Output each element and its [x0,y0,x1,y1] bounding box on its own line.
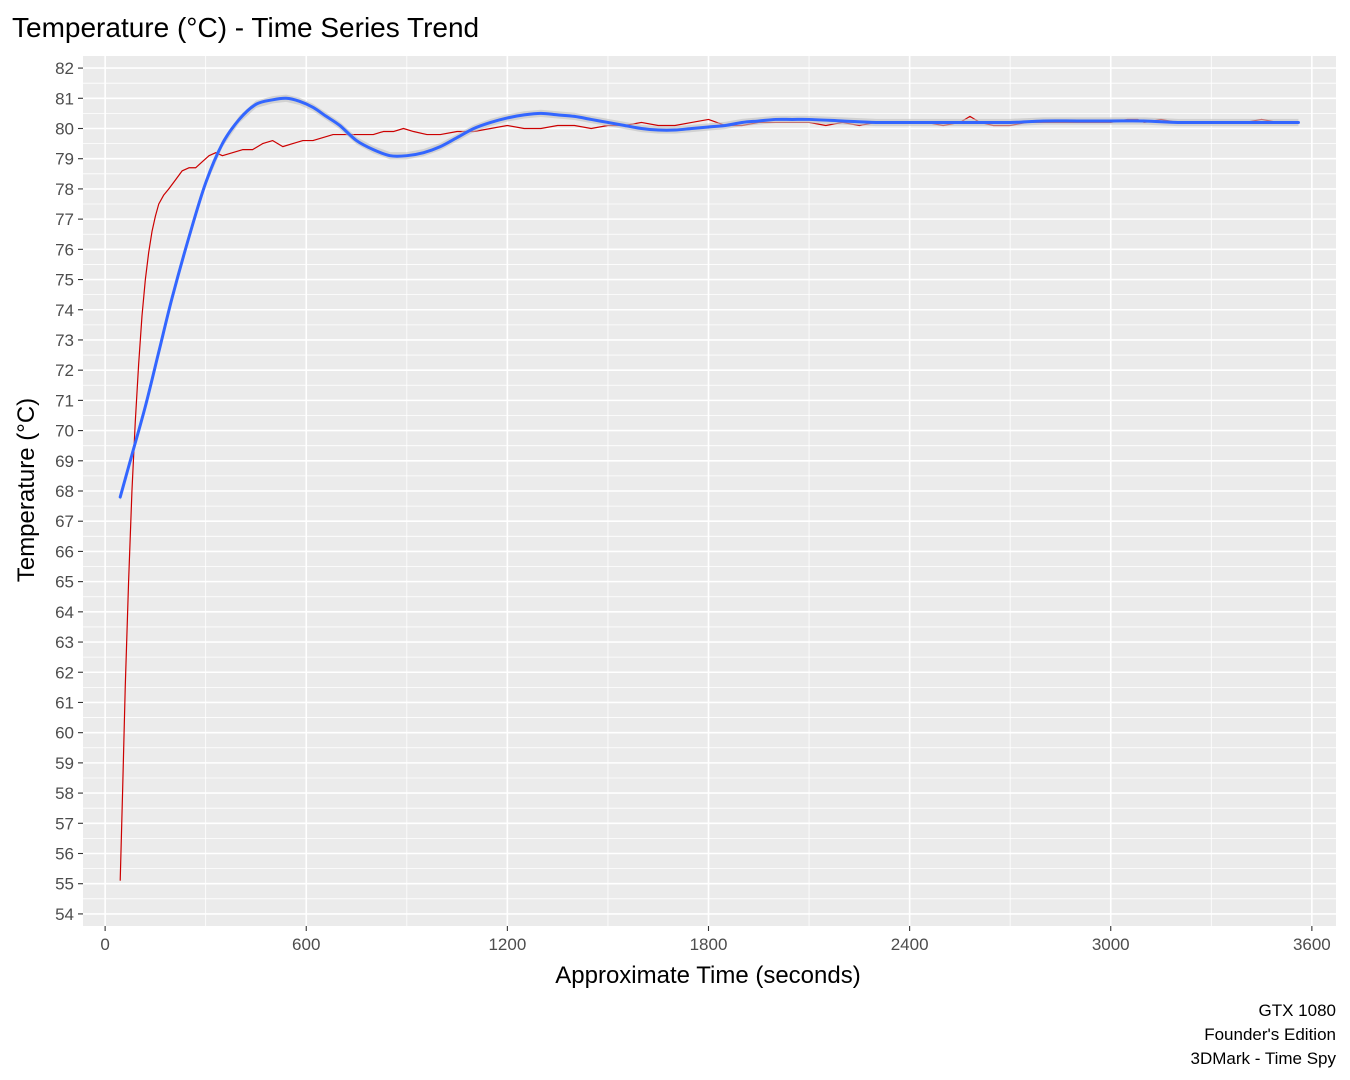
caption-line: GTX 1080 [1259,1001,1337,1020]
y-axis-title: Temperature (°C) [13,398,40,582]
y-axis-ticks: 54 55 56 57 58 59 60 61 62 63 64 65 66 67 68 69 70 71 72 73… [55,59,83,924]
major-gridlines [83,56,1336,926]
y-tick-label: 73 [55,331,74,350]
y-tick-label: 59 [55,754,74,773]
x-tick-label: 2400 [891,935,929,954]
y-tick-label: 62 [55,663,74,682]
y-tick-label: 79 [55,150,74,169]
y-tick-label: 82 [55,59,74,78]
y-tick-label: 68 [55,482,74,501]
y-tick-label: 72 [55,361,74,380]
y-tick-label: 67 [55,512,74,531]
x-axis-title: Approximate Time (seconds) [555,962,860,989]
y-tick-label: 70 [55,422,74,441]
caption-line: Founder's Edition [1204,1025,1336,1044]
y-tick-label: 77 [55,210,74,229]
x-tick-label: 3600 [1293,935,1331,954]
y-tick-label: 76 [55,240,74,259]
y-tick-label: 58 [55,784,74,803]
y-tick-label: 74 [55,301,74,320]
y-tick-label: 54 [55,905,74,924]
x-tick-label: 1200 [488,935,526,954]
series-layer [118,94,1300,881]
minor-gridlines [83,56,1336,926]
x-tick-label: 1800 [690,935,728,954]
y-tick-label: 78 [55,180,74,199]
y-tick-label: 63 [55,633,74,652]
chart-title: Temperature (°C) - Time Series Trend [12,12,479,43]
y-tick-label: 64 [55,603,74,622]
smooth-trend-line [118,96,1300,499]
x-axis-ticks: 0 600 1200 1800 2400 3000 3600 [100,926,1331,954]
y-tick-label: 66 [55,542,74,561]
y-tick-label: 75 [55,271,74,290]
y-tick-label: 65 [55,573,74,592]
y-tick-label: 57 [55,814,74,833]
caption: GTX 1080 Founder's Edition 3DMark - Time S… [1191,1001,1337,1068]
y-tick-label: 55 [55,875,74,894]
y-tick-label: 60 [55,724,74,743]
y-tick-label: 61 [55,693,74,712]
y-tick-label: 71 [55,391,74,410]
x-tick-label: 0 [100,935,109,954]
x-tick-label: 3000 [1092,935,1130,954]
y-tick-label: 81 [55,89,74,108]
y-tick-label: 56 [55,845,74,864]
y-tick-label: 69 [55,452,74,471]
x-tick-label: 600 [292,935,320,954]
caption-line: 3DMark - Time Spy [1191,1049,1337,1068]
y-tick-label: 80 [55,120,74,139]
